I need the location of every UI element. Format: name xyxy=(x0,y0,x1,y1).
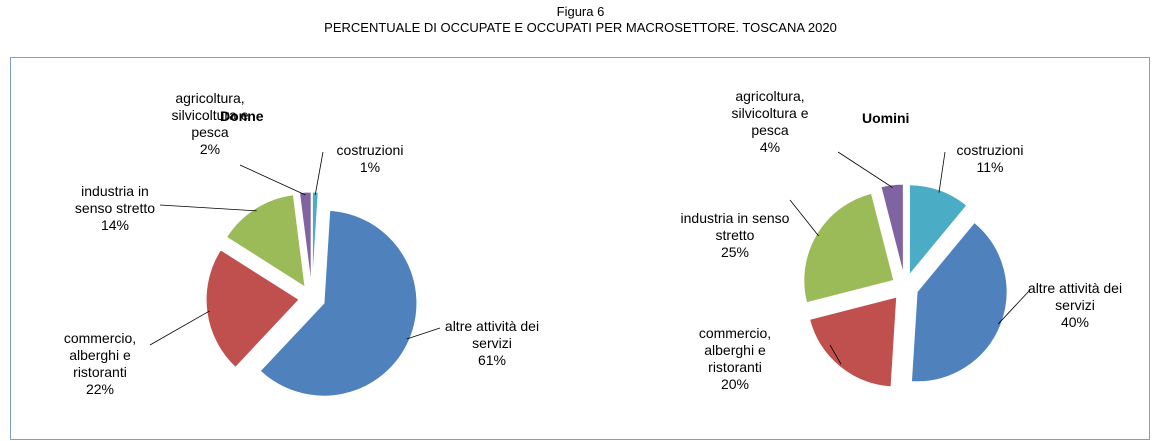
figure-title: PERCENTUALE DI OCCUPATE E OCCUPATI PER M… xyxy=(324,20,837,35)
slice-label: agricoltura, silvicoltura e pesca 4% xyxy=(715,88,825,156)
pie-slice xyxy=(225,194,306,289)
leader-line xyxy=(938,151,946,193)
value-label: 4% xyxy=(759,139,781,155)
leader-line xyxy=(159,204,257,212)
value-label: 14% xyxy=(100,217,130,233)
category-label: costruzioni xyxy=(956,142,1024,158)
leader-line xyxy=(149,310,210,346)
leader-line xyxy=(829,344,842,365)
value-label: 61% xyxy=(477,352,507,368)
slice-label: altre attività dei servizi 40% xyxy=(1028,280,1123,331)
slice-label: altre attività dei servizi 61% xyxy=(442,318,542,369)
slice-label: commercio, alberghi e ristoranti 22% xyxy=(45,330,155,398)
pie-slice xyxy=(205,249,300,369)
value-label: 22% xyxy=(85,381,115,397)
pie-slice xyxy=(908,184,968,277)
slice-label: industria in senso stretto 25% xyxy=(678,210,793,261)
category-label: industria in senso stretto xyxy=(680,210,790,243)
pie-slice xyxy=(298,191,312,286)
category-label: altre attività dei servizi xyxy=(1027,280,1123,313)
category-label: agricoltura, silvicoltura e pesca xyxy=(171,90,249,140)
value-label: 11% xyxy=(976,159,1004,175)
slice-label: costruzioni 11% xyxy=(940,142,1040,176)
slice-label: commercio, alberghi e ristoranti 20% xyxy=(680,325,790,393)
pie-slice xyxy=(808,296,898,388)
value-label: 25% xyxy=(720,244,750,260)
pie-title: Donne xyxy=(220,108,264,124)
pie-slice xyxy=(910,221,1008,383)
value-label: 1% xyxy=(359,159,381,175)
leader-line xyxy=(239,164,306,196)
category-label: agricoltura, silvicoltura e pesca xyxy=(731,88,809,138)
pie-slice xyxy=(259,209,418,397)
category-label: altre attività dei servizi xyxy=(444,318,540,351)
category-label: industria in senso stretto xyxy=(74,183,156,216)
leader-line xyxy=(837,151,893,188)
value-label: 40% xyxy=(1060,314,1090,330)
frame xyxy=(10,57,1150,440)
pie-title: Uomini xyxy=(862,110,910,126)
slice-label: agricoltura, silvicoltura e pesca 2% xyxy=(163,90,258,158)
leader-line xyxy=(789,199,819,237)
leader-line xyxy=(314,151,324,195)
category-label: costruzioni xyxy=(336,142,404,158)
leader-line xyxy=(997,289,1031,325)
figure-label: Figura 6 xyxy=(556,4,605,19)
value-label: 2% xyxy=(199,141,221,157)
slice-label: industria in senso stretto 14% xyxy=(68,183,163,234)
category-label: commercio, alberghi e ristoranti xyxy=(63,330,137,380)
pie-slice xyxy=(803,192,895,304)
pie-slice xyxy=(880,183,904,275)
value-label: 20% xyxy=(720,376,750,392)
category-label: commercio, alberghi e ristoranti xyxy=(698,325,772,375)
pie-slice xyxy=(311,191,319,286)
slice-label: costruzioni 1% xyxy=(323,142,418,176)
leader-line xyxy=(406,327,441,340)
